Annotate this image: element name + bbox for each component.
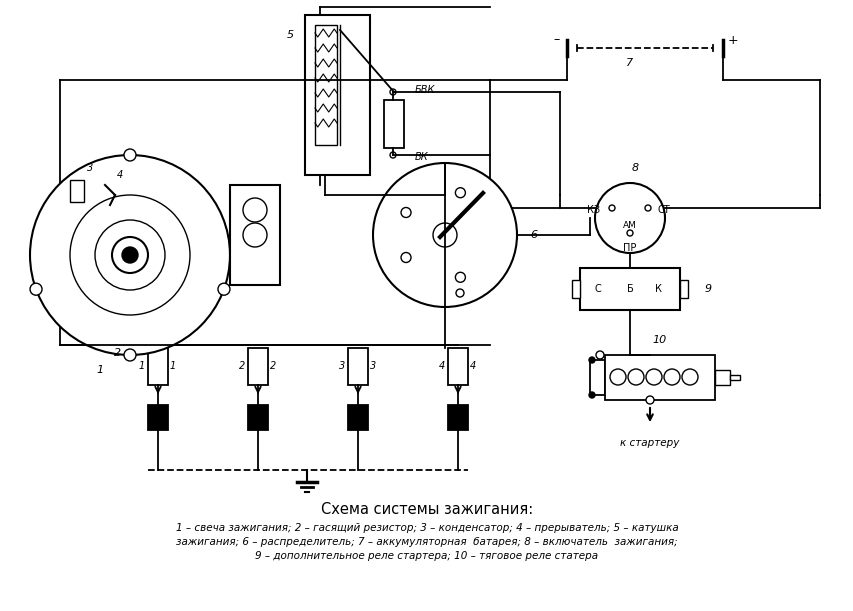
Text: 7: 7 (626, 58, 633, 68)
Text: зажигания; 6 – распределитель; 7 – аккумуляторная  батарея; 8 – включатель  зажи: зажигания; 6 – распределитель; 7 – аккум… (176, 537, 677, 547)
Text: 1: 1 (170, 361, 176, 371)
Circle shape (455, 273, 465, 282)
Circle shape (390, 152, 396, 158)
Bar (347, 405, 368, 430)
Circle shape (401, 208, 410, 218)
Bar (589, 360, 604, 395)
Circle shape (645, 396, 653, 404)
Circle shape (682, 369, 697, 385)
Bar (604, 355, 714, 400)
Text: 5: 5 (286, 30, 293, 40)
Circle shape (589, 357, 595, 363)
Text: ПР: ПР (623, 243, 636, 253)
Text: к стартеру: к стартеру (619, 438, 679, 448)
Text: 1: 1 (96, 365, 103, 375)
Text: 1 – свеча зажигания; 2 – гасящий резистор; 3 – конденсатор; 4 – прерыватель; 5 –: 1 – свеча зажигания; 2 – гасящий резисто… (176, 523, 677, 533)
Circle shape (627, 369, 643, 385)
Text: ВК: ВК (415, 152, 428, 162)
Circle shape (595, 183, 664, 253)
Text: КЗ: КЗ (586, 205, 600, 215)
Bar (305, 15, 369, 175)
Text: 8: 8 (630, 163, 638, 173)
Circle shape (112, 237, 148, 273)
Circle shape (626, 230, 632, 236)
Circle shape (124, 149, 136, 161)
Text: СТ: СТ (657, 205, 670, 215)
Text: 6: 6 (530, 230, 537, 240)
Text: 4: 4 (438, 361, 444, 371)
Bar (679, 280, 688, 298)
Circle shape (609, 369, 625, 385)
Text: Схема системы зажигания:: Схема системы зажигания: (321, 502, 532, 518)
Circle shape (390, 89, 396, 95)
Bar (70, 180, 84, 202)
Bar (229, 185, 280, 285)
Circle shape (122, 247, 138, 263)
Circle shape (644, 205, 650, 211)
Circle shape (70, 195, 189, 315)
Circle shape (373, 163, 516, 307)
Bar (579, 268, 679, 310)
Circle shape (455, 188, 465, 198)
Text: 4: 4 (117, 170, 123, 180)
Bar (347, 348, 368, 385)
Bar (148, 348, 168, 385)
Text: БВК: БВК (415, 85, 435, 95)
Circle shape (401, 252, 410, 263)
Text: 10: 10 (652, 335, 666, 345)
Text: 2: 2 (239, 361, 245, 371)
Circle shape (589, 392, 595, 398)
Text: С: С (594, 284, 601, 294)
Text: 3: 3 (87, 163, 93, 173)
Text: 9: 9 (705, 284, 711, 294)
Circle shape (243, 198, 267, 222)
Bar (384, 100, 403, 148)
Text: 3: 3 (339, 361, 345, 371)
Circle shape (218, 284, 229, 295)
Bar (315, 25, 337, 145)
Text: 3: 3 (369, 361, 375, 371)
Bar (572, 280, 579, 298)
Circle shape (595, 351, 603, 359)
Text: 1: 1 (139, 361, 145, 371)
Circle shape (30, 155, 229, 355)
Text: 9 – дополнительное реле стартера; 10 – тяговое реле статера: 9 – дополнительное реле стартера; 10 – т… (255, 551, 598, 561)
Circle shape (30, 284, 42, 295)
Bar (247, 348, 268, 385)
Bar (448, 405, 467, 430)
Text: К: К (653, 284, 661, 294)
Bar (729, 375, 740, 380)
Text: 4: 4 (469, 361, 476, 371)
Circle shape (664, 369, 679, 385)
Circle shape (645, 369, 661, 385)
Circle shape (124, 349, 136, 361)
Text: –: – (554, 34, 560, 46)
Text: 2: 2 (114, 348, 121, 358)
Text: Б: Б (626, 284, 633, 294)
Bar (448, 348, 467, 385)
Text: +: + (727, 34, 738, 46)
Circle shape (243, 223, 267, 247)
Circle shape (608, 205, 614, 211)
Bar (148, 405, 168, 430)
Circle shape (432, 223, 456, 247)
Bar (714, 370, 729, 385)
Circle shape (95, 220, 165, 290)
Text: АМ: АМ (623, 222, 636, 230)
Circle shape (456, 289, 463, 297)
Bar (247, 405, 268, 430)
Text: 2: 2 (270, 361, 276, 371)
